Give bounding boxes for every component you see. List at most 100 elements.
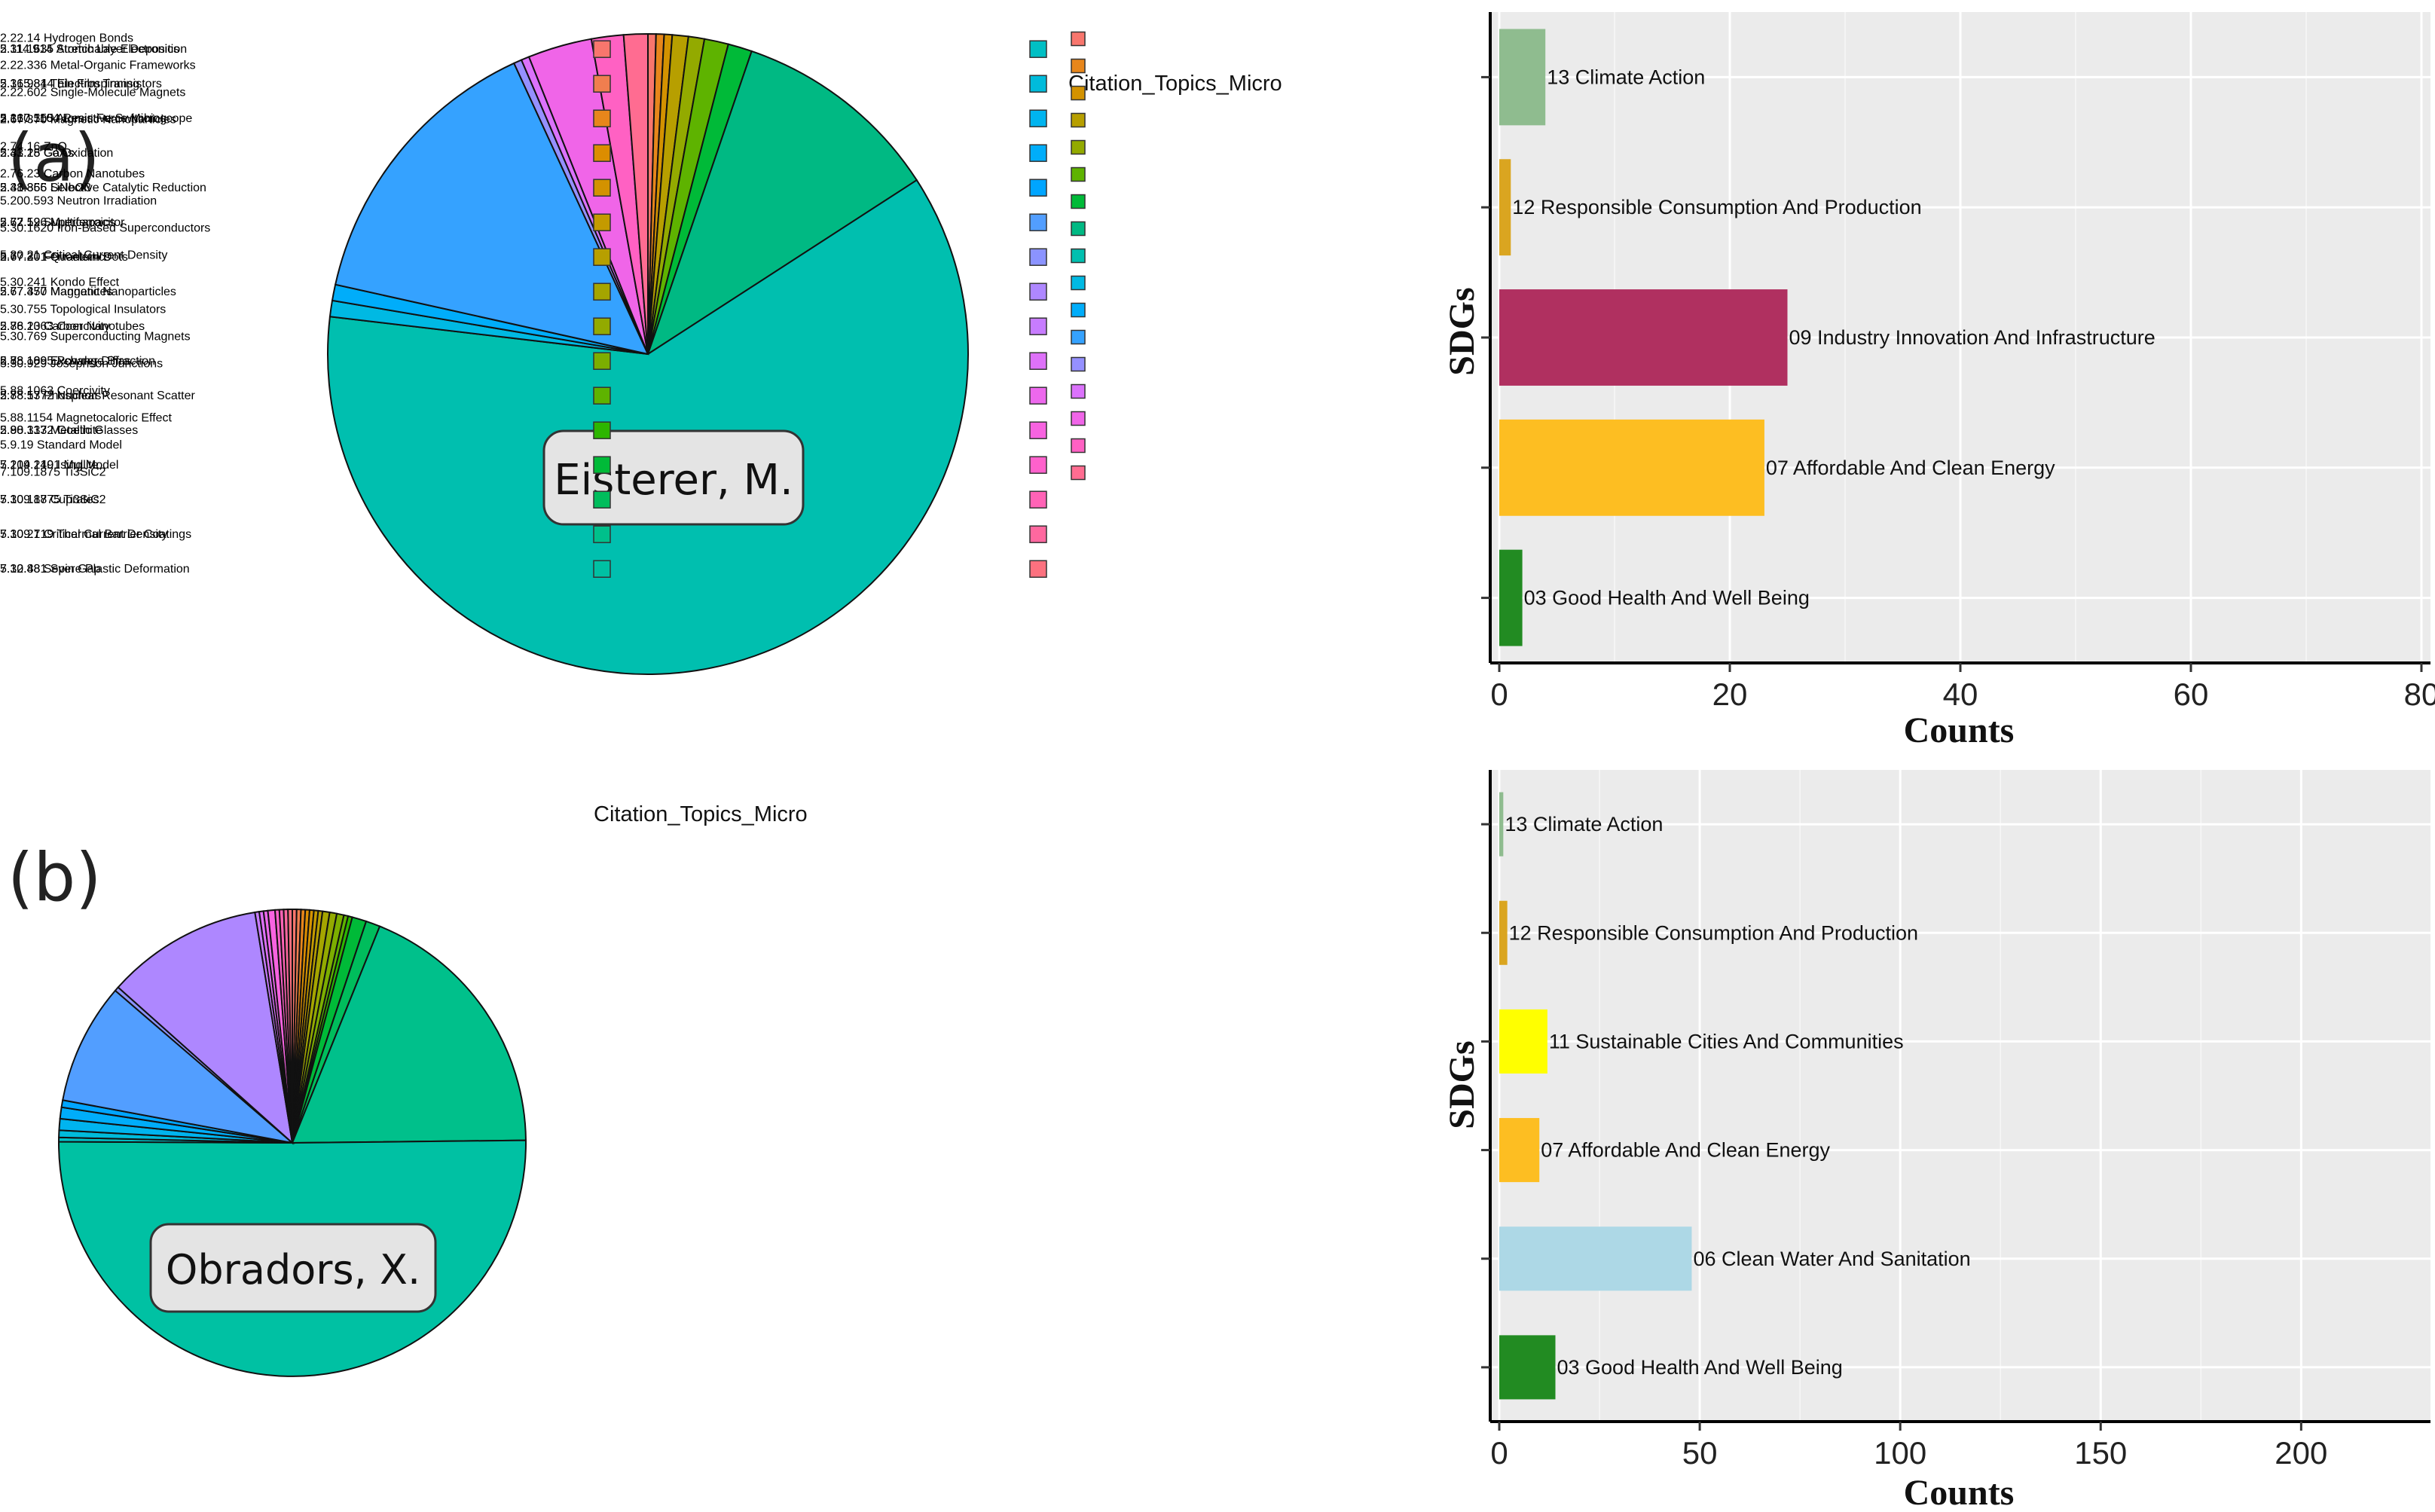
undefined-label: 2.76.23 Carbon Nanotubes bbox=[0, 320, 145, 333]
undefined-label: 7.109.719 Thermal Barrier Coatings bbox=[0, 528, 191, 541]
undefined-swatch bbox=[1029, 248, 1047, 266]
pie-a-slice bbox=[646, 50, 918, 356]
undefined-item: 5.30.21 Critical Current Density bbox=[0, 525, 611, 543]
undefined-label: 5.200.593 Neutron Irradiation bbox=[0, 194, 157, 207]
undefined-label: 2.78.1895 Powder Diffraction bbox=[0, 355, 155, 368]
undefined-swatch bbox=[593, 560, 611, 578]
undefined-swatch bbox=[1071, 58, 1086, 74]
undefined-swatch bbox=[1071, 438, 1086, 454]
y-axis-title-b: SDGs bbox=[1442, 1040, 1482, 1129]
x-tick-label-b: 200 bbox=[2275, 1435, 2327, 1471]
x-tick-label-b: 150 bbox=[2074, 1435, 2127, 1471]
undefined-item: 2.167.555 Atomic Force Microscope bbox=[0, 109, 611, 127]
sdg-bar-a bbox=[1499, 419, 1764, 516]
pie-title-box-b: Obradors, X. bbox=[149, 1223, 437, 1313]
undefined-swatch bbox=[1071, 275, 1086, 291]
legend-title-a: Citation_Topics_Micro bbox=[1068, 72, 1282, 96]
undefined-item: 5.200.593 Neutron Irradiation bbox=[0, 194, 1086, 209]
undefined-swatch bbox=[593, 109, 611, 127]
undefined-swatch bbox=[593, 283, 611, 301]
undefined-item: 5.30.481 Spin Gap bbox=[0, 560, 611, 578]
undefined-label: 2.114.914 Stretchable Electronics bbox=[0, 43, 179, 56]
sdg-bar-a bbox=[1499, 289, 1788, 386]
sdg-bar-label-b: 11 Sustainable Cities And Communities bbox=[1549, 1030, 1904, 1052]
legend-b: Citation_Topics_Micro 2.114.914 Stretcha… bbox=[0, 40, 1047, 826]
undefined-label: 5.33.18 GaAs bbox=[0, 147, 74, 160]
legend-title-b: Citation_Topics_Micro bbox=[594, 802, 808, 826]
undefined-item: 2.67.301 Quantum Dots bbox=[0, 248, 611, 266]
sdg-bar-label-a: 12 Responsible Consumption And Productio… bbox=[1512, 196, 1921, 218]
undefined-swatch bbox=[1071, 465, 1086, 481]
pie-title-a: Eisterer, M. bbox=[554, 456, 793, 505]
undefined-item: 5.88.1154 Magnetocaloric Effect bbox=[0, 411, 1086, 426]
pie-a-slice bbox=[327, 179, 969, 675]
undefined-swatch bbox=[593, 525, 611, 543]
undefined-swatch bbox=[593, 456, 611, 474]
sdg-bar-a bbox=[1499, 159, 1511, 256]
x-tick-label-a: 40 bbox=[1943, 677, 1978, 712]
undefined-item: 5.88.1063 Coercivity bbox=[0, 317, 1047, 335]
undefined-item: 7.109.1875 Ti3SiC2 bbox=[0, 465, 1086, 481]
undefined-swatch bbox=[1029, 525, 1047, 543]
undefined-label: 2.22.602 Single-Molecule Magnets bbox=[0, 86, 185, 99]
sdg-bar-b bbox=[1499, 900, 1508, 965]
undefined-label: 2.76.23 Carbon Nanotubes bbox=[0, 167, 145, 180]
undefined-label: 2.41.366 Selective Catalytic Reduction bbox=[0, 182, 206, 194]
undefined-label: 5.214.210 Ising Model bbox=[0, 459, 118, 472]
undefined-label: 7.12.88 Severe Plastic Deformation bbox=[0, 563, 190, 576]
undefined-item: 5.30.929 Josephson Junctions bbox=[0, 356, 1086, 372]
pie-b-slice bbox=[291, 925, 527, 1144]
undefined-swatch bbox=[593, 317, 611, 335]
x-tick-label-b: 100 bbox=[1874, 1435, 1926, 1471]
x-tick-label-a: 20 bbox=[1712, 677, 1748, 712]
undefined-item: 5.31.981 Thin Film Transistors bbox=[0, 75, 1047, 93]
undefined-label: 5.310.1164 Resistive Switching bbox=[0, 112, 167, 125]
undefined-item: 5.9.19 Standard Model bbox=[0, 438, 1086, 454]
undefined-label: 5.30.187 Cuprates bbox=[0, 493, 99, 506]
undefined-item: 5.88.317 Metallic Glasses bbox=[0, 421, 1047, 439]
undefined-swatch bbox=[593, 144, 611, 162]
undefined-item: 5.30.755 Topological Insulators bbox=[0, 302, 1086, 318]
undefined-swatch bbox=[1071, 166, 1086, 182]
sdg-bar-label-b: 07 Affordable And Clean Energy bbox=[1541, 1139, 1830, 1162]
undefined-swatch bbox=[1071, 302, 1086, 318]
legend-a: Citation_Topics_Micro 2.22.14 Hydrogen B… bbox=[0, 31, 1282, 481]
bar-chart-b: 13 Climate Action 12 Responsible Consumpt… bbox=[1442, 770, 2430, 1512]
undefined-label: 2.41.25 Co Oxidation bbox=[0, 147, 113, 160]
undefined-label: 5.31.1635 Atomic Layer Deposition bbox=[0, 43, 187, 56]
undefined-item: 7.109.1491 Mullite bbox=[0, 456, 1047, 474]
sdg-bar-b bbox=[1499, 1335, 1556, 1400]
undefined-item: 2.90.1332 Goethite bbox=[0, 421, 611, 439]
sdg-bar-label-a: 09 Industry Innovation And Infrastructur… bbox=[1789, 326, 2155, 349]
undefined-item: 2.41.25 Co Oxidation bbox=[0, 144, 611, 162]
sdg-bar-label-b: 12 Responsible Consumption And Productio… bbox=[1509, 921, 1918, 944]
undefined-item: 2.22.602 Single-Molecule Magnets bbox=[0, 85, 1086, 101]
undefined-swatch bbox=[1071, 85, 1086, 101]
undefined-swatch bbox=[1029, 283, 1047, 301]
pie-title-box-a: Eisterer, M. bbox=[542, 429, 805, 526]
undefined-swatch bbox=[1071, 221, 1086, 237]
undefined-item: 5.38.855 LiNbO3 bbox=[0, 179, 1047, 197]
undefined-label: 5.30.1620 Iron-Based Superconductors bbox=[0, 221, 210, 234]
undefined-label: 2.62.52 Supercapacitor bbox=[0, 216, 125, 229]
undefined-label: 2.74.16 ZnO bbox=[0, 140, 67, 153]
undefined-swatch bbox=[1029, 421, 1047, 439]
undefined-item: 2.67.370 Magnetic Nanoparticles bbox=[0, 112, 1086, 128]
undefined-swatch bbox=[1029, 40, 1047, 58]
undefined-label: 2.67.370 Magnetic Nanoparticles bbox=[0, 286, 176, 298]
x-tick-label-b: 50 bbox=[1682, 1435, 1718, 1471]
undefined-item: 5.30.769 Superconducting Magnets bbox=[0, 329, 1086, 345]
undefined-swatch bbox=[1071, 194, 1086, 209]
y-axis-title-a: SDGs bbox=[1442, 287, 1482, 375]
undefined-item: 5.33.18 GaAs bbox=[0, 144, 1047, 162]
undefined-label: 5.88.1154 Magnetocaloric Effect bbox=[0, 411, 173, 424]
x-tick-label-a: 0 bbox=[1490, 677, 1508, 712]
undefined-swatch bbox=[593, 386, 611, 405]
undefined-item: 5.77.20 Ferroeletrics bbox=[0, 248, 1047, 266]
undefined-label: 5.38.855 LiNbO3 bbox=[0, 182, 91, 194]
undefined-swatch bbox=[1029, 213, 1047, 231]
undefined-label: 2.67.370 Magnetic Nanoparticles bbox=[0, 113, 176, 126]
undefined-item: 2.76.23 Carbon Nanotubes bbox=[0, 166, 1086, 182]
undefined-item: 7.109.1875 Ti3SiC2 bbox=[0, 490, 1047, 509]
